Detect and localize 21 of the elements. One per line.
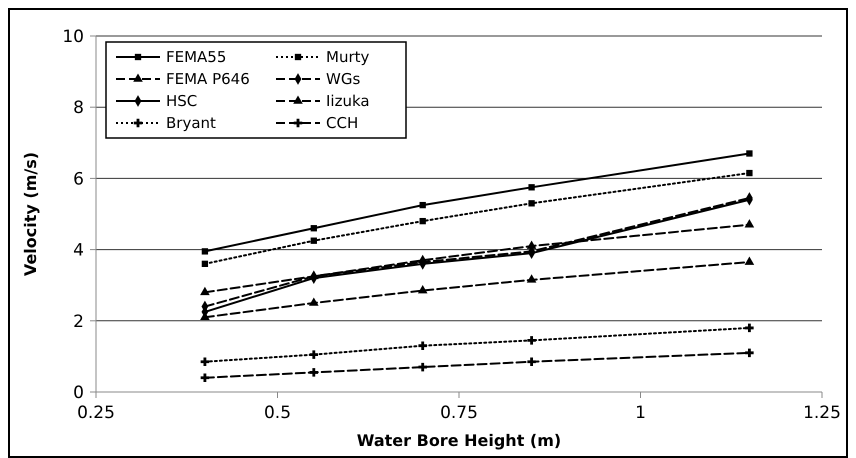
x-tick-label: 1 xyxy=(635,403,646,423)
legend-label: FEMA P646 xyxy=(166,70,250,88)
x-tick-label: 1.25 xyxy=(803,403,841,423)
y-axis-title: Velocity (m/s) xyxy=(21,152,40,276)
legend-label: HSC xyxy=(166,92,198,110)
legend-label: FEMA55 xyxy=(166,48,226,66)
y-tick-label: 4 xyxy=(73,240,84,261)
x-axis-title: Water Bore Height (m) xyxy=(356,431,562,450)
x-tick-label: 0.75 xyxy=(440,403,478,423)
legend-label: Bryant xyxy=(166,114,216,132)
x-tick-label: 0.5 xyxy=(264,403,292,423)
y-tick-label: 10 xyxy=(62,27,84,47)
y-tick-label: 2 xyxy=(73,312,84,332)
legend-label: Murty xyxy=(326,48,370,66)
y-tick-label: 8 xyxy=(73,98,84,118)
legend-label: WGs xyxy=(326,70,360,88)
y-tick-label: 6 xyxy=(73,169,84,190)
y-tick-label: 0 xyxy=(73,383,84,403)
legend-label: Iizuka xyxy=(326,92,370,110)
x-tick-label: 0.25 xyxy=(77,403,115,423)
legend-label: CCH xyxy=(326,114,358,132)
